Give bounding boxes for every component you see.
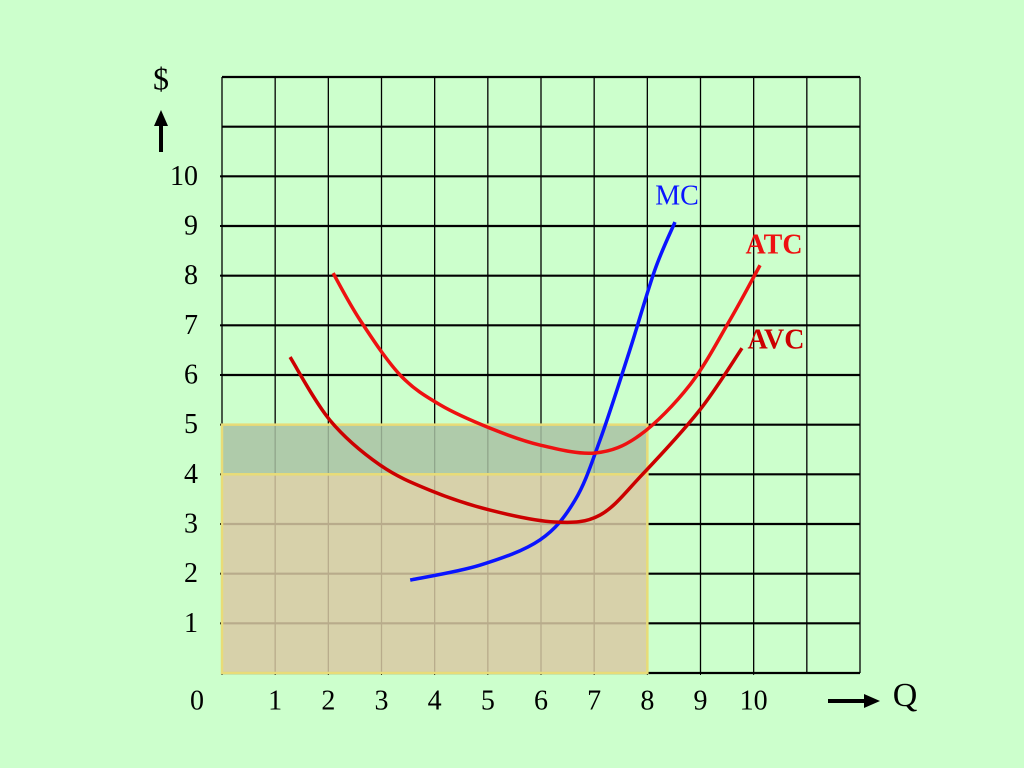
x-tick-label: 10 <box>740 685 768 716</box>
y-axis-label: $ <box>153 60 169 96</box>
areas <box>220 423 649 675</box>
x-tick-label: 5 <box>481 685 495 716</box>
shaded-area <box>220 423 649 476</box>
x-tick-label: 7 <box>587 685 601 716</box>
curve <box>288 347 744 525</box>
curve-label: AVC <box>747 325 804 356</box>
y-tick-label: 10 <box>170 161 198 192</box>
curve <box>331 264 762 456</box>
y-tick-label: 2 <box>184 558 198 589</box>
y-tick-label: 6 <box>184 359 198 390</box>
x-tick-label: 2 <box>321 685 335 716</box>
curves <box>288 221 762 582</box>
x-tick-label: 8 <box>640 685 654 716</box>
y-tick-label: 4 <box>184 459 198 490</box>
curve-label: MC <box>655 180 699 211</box>
y-tick-label: 5 <box>184 409 198 440</box>
x-tick-label: 1 <box>268 685 282 716</box>
x-tick-label: 9 <box>694 685 708 716</box>
y-tick-label: 1 <box>184 608 198 639</box>
shaded-area <box>220 473 649 675</box>
labels: 1 2 3 4 5 6 7 8 9 10 0 1 2 3 4 5 6 7 8 9 10 MC ATC AVC <box>170 161 805 717</box>
x-tick-label: 6 <box>534 685 548 716</box>
y-tick-label: 3 <box>184 508 198 539</box>
curve <box>409 221 677 582</box>
x-tick-label: 3 <box>375 685 389 716</box>
y-tick-label: 8 <box>184 260 198 291</box>
x-arrow-head <box>864 694 880 708</box>
x-tick-label: 4 <box>428 685 442 716</box>
y-tick-label: 7 <box>184 310 198 341</box>
y-tick-label: 9 <box>184 210 198 241</box>
x-tick-label: 0 <box>190 685 204 716</box>
x-axis-label: Q <box>893 677 918 714</box>
curve-label: ATC <box>746 230 803 261</box>
y-arrow-head <box>154 110 168 126</box>
